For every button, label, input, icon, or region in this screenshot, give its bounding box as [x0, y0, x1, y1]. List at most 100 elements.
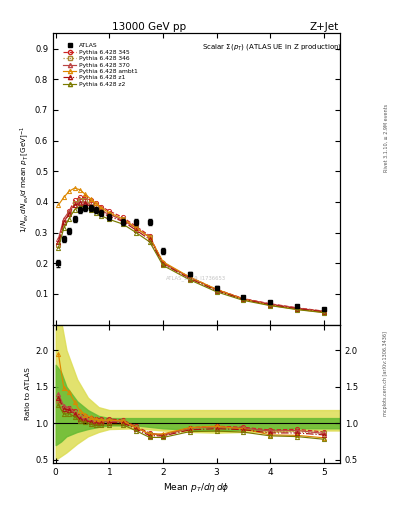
Pythia 6.428 ambt1: [88, 196, 93, 202]
Pythia 6.428 ambt1: [61, 194, 66, 200]
Pythia 6.428 z2: [99, 212, 104, 219]
Pythia 6.428 345: [134, 223, 138, 229]
Pythia 6.428 z1: [241, 296, 246, 303]
Pythia 6.428 z2: [77, 203, 82, 209]
Pythia 6.428 370: [120, 217, 125, 223]
Pythia 6.428 346: [67, 209, 72, 216]
Pythia 6.428 ambt1: [94, 200, 98, 206]
Pythia 6.428 z2: [72, 206, 77, 212]
Pythia 6.428 346: [120, 216, 125, 222]
Pythia 6.428 z1: [56, 239, 61, 245]
Pythia 6.428 370: [67, 208, 72, 214]
Pythia 6.428 370: [77, 199, 82, 205]
Pythia 6.428 z1: [107, 214, 112, 220]
Pythia 6.428 370: [134, 225, 138, 231]
Pythia 6.428 345: [88, 197, 93, 203]
Pythia 6.428 z2: [61, 225, 66, 231]
Pythia 6.428 346: [187, 275, 192, 281]
Pythia 6.428 ambt1: [241, 296, 246, 302]
Pythia 6.428 345: [56, 242, 61, 248]
Pythia 6.428 345: [72, 197, 77, 203]
Text: mcplots.cern.ch [arXiv:1306.3436]: mcplots.cern.ch [arXiv:1306.3436]: [384, 331, 388, 416]
Pythia 6.428 345: [214, 286, 219, 292]
Pythia 6.428 z1: [67, 211, 72, 217]
Pythia 6.428 345: [120, 214, 125, 220]
Pythia 6.428 345: [67, 208, 72, 214]
Line: Pythia 6.428 345: Pythia 6.428 345: [56, 195, 326, 313]
Pythia 6.428 345: [187, 274, 192, 280]
Pythia 6.428 ambt1: [67, 188, 72, 194]
Pythia 6.428 345: [99, 203, 104, 209]
Pythia 6.428 z1: [72, 202, 77, 208]
Pythia 6.428 z1: [120, 218, 125, 224]
Pythia 6.428 ambt1: [107, 209, 112, 216]
Pythia 6.428 346: [214, 287, 219, 293]
Pythia 6.428 z1: [94, 206, 98, 212]
Pythia 6.428 ambt1: [268, 302, 273, 308]
Pythia 6.428 z2: [241, 297, 246, 304]
Pythia 6.428 z1: [268, 302, 273, 308]
Pythia 6.428 346: [77, 197, 82, 203]
Pythia 6.428 345: [61, 220, 66, 226]
Pythia 6.428 370: [147, 234, 152, 240]
Pythia 6.428 ambt1: [321, 309, 326, 315]
Pythia 6.428 370: [61, 216, 66, 222]
Pythia 6.428 z1: [88, 203, 93, 209]
Pythia 6.428 346: [107, 211, 112, 217]
Pythia 6.428 370: [214, 287, 219, 293]
Pythia 6.428 ambt1: [147, 234, 152, 240]
Pythia 6.428 z1: [295, 306, 299, 312]
Pythia 6.428 z2: [107, 217, 112, 223]
Pythia 6.428 ambt1: [295, 306, 299, 312]
Line: Pythia 6.428 346: Pythia 6.428 346: [56, 198, 326, 313]
Pythia 6.428 370: [94, 205, 98, 211]
Pythia 6.428 z1: [77, 200, 82, 206]
Pythia 6.428 346: [268, 301, 273, 307]
Pythia 6.428 346: [72, 200, 77, 206]
Pythia 6.428 346: [94, 203, 98, 209]
Pythia 6.428 z1: [61, 219, 66, 225]
Pythia 6.428 370: [56, 236, 61, 242]
Pythia 6.428 ambt1: [187, 274, 192, 280]
Pythia 6.428 ambt1: [120, 216, 125, 222]
Pythia 6.428 z2: [56, 245, 61, 251]
Pythia 6.428 370: [72, 202, 77, 208]
Pythia 6.428 z2: [83, 203, 88, 209]
Pythia 6.428 z2: [321, 310, 326, 316]
Pythia 6.428 345: [83, 194, 88, 200]
Pythia 6.428 345: [94, 200, 98, 206]
Pythia 6.428 346: [241, 296, 246, 302]
Pythia 6.428 346: [56, 242, 61, 248]
Pythia 6.428 ambt1: [77, 186, 82, 193]
Pythia 6.428 z1: [83, 200, 88, 206]
Pythia 6.428 370: [161, 260, 165, 266]
Pythia 6.428 370: [321, 308, 326, 314]
Text: 13000 GeV pp: 13000 GeV pp: [112, 22, 186, 32]
Pythia 6.428 346: [147, 234, 152, 240]
Pythia 6.428 346: [99, 206, 104, 212]
Pythia 6.428 z1: [134, 227, 138, 233]
Pythia 6.428 z2: [134, 229, 138, 236]
Pythia 6.428 z1: [99, 209, 104, 216]
Line: Pythia 6.428 z2: Pythia 6.428 z2: [56, 204, 326, 315]
Pythia 6.428 z2: [120, 221, 125, 227]
Pythia 6.428 370: [295, 305, 299, 311]
Pythia 6.428 z2: [88, 206, 93, 212]
Pythia 6.428 z1: [147, 237, 152, 243]
Line: Pythia 6.428 z1: Pythia 6.428 z1: [56, 201, 326, 314]
Pythia 6.428 345: [147, 232, 152, 239]
Pythia 6.428 z2: [161, 262, 165, 268]
Pythia 6.428 ambt1: [214, 286, 219, 292]
Pythia 6.428 370: [99, 208, 104, 214]
Text: ATLAS_2019_I1736653: ATLAS_2019_I1736653: [167, 275, 226, 281]
Pythia 6.428 345: [107, 208, 112, 214]
Text: Rivet 3.1.10, ≥ 2.9M events: Rivet 3.1.10, ≥ 2.9M events: [384, 104, 388, 173]
Pythia 6.428 z1: [187, 275, 192, 282]
Text: Scalar $\Sigma(p_T)$ (ATLAS UE in Z production): Scalar $\Sigma(p_T)$ (ATLAS UE in Z prod…: [202, 42, 342, 52]
Text: Z+Jet: Z+Jet: [310, 22, 339, 32]
Y-axis label: $1/N_{ev}\,dN_{ev}/d$ mean $p_T\,[\mathrm{GeV}]^{-1}$: $1/N_{ev}\,dN_{ev}/d$ mean $p_T\,[\mathr…: [18, 125, 31, 232]
Pythia 6.428 370: [268, 301, 273, 307]
Pythia 6.428 z2: [94, 209, 98, 216]
Pythia 6.428 z2: [67, 216, 72, 222]
Pythia 6.428 z2: [295, 307, 299, 313]
